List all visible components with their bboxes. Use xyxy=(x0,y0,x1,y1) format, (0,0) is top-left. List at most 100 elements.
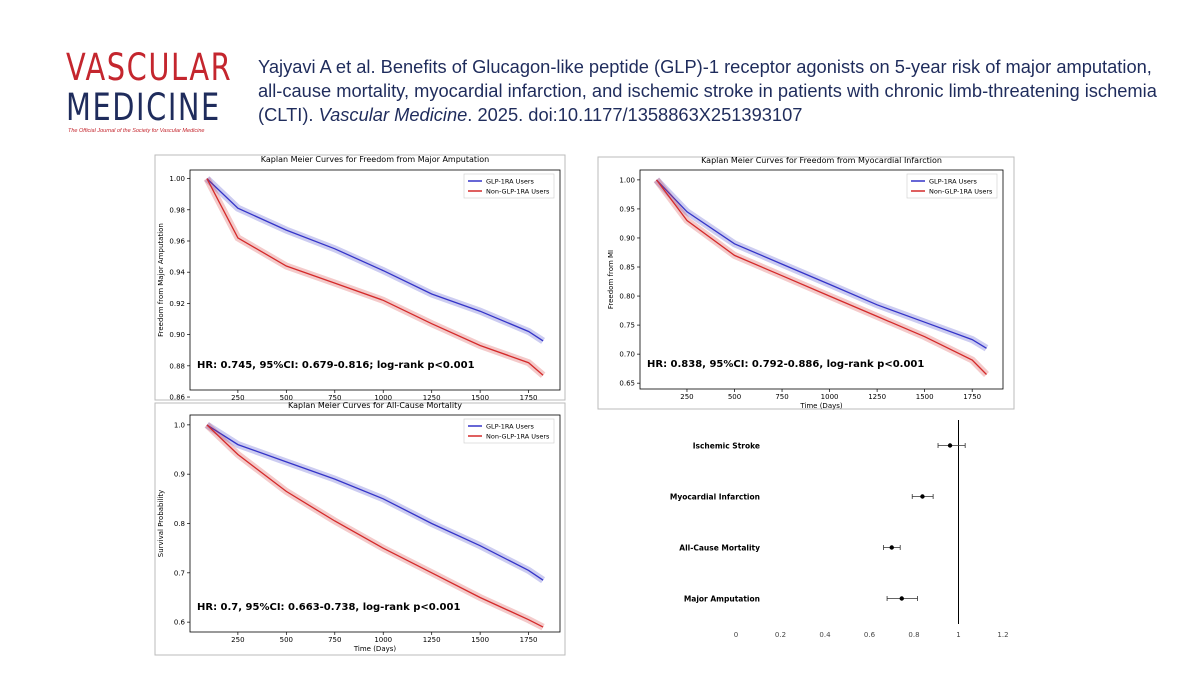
category-label: Ischemic Stroke xyxy=(693,442,760,451)
chart-title: Kaplan Meier Curves for All-Cause Mortal… xyxy=(288,401,462,410)
y-tick-label: 0.80 xyxy=(619,293,635,301)
y-tick-label: 0.9 xyxy=(174,471,185,479)
annotation: HR: 0.7, 95%CI: 0.663-0.738, log-rank p<… xyxy=(197,602,460,613)
point-estimate xyxy=(920,494,925,499)
logo-tagline: The Official Journal of the Society for … xyxy=(68,128,205,134)
y-tick-label: 1.0 xyxy=(174,421,185,429)
x-tick-label: 0.8 xyxy=(908,631,919,639)
x-tick-label: 1750 xyxy=(520,636,538,644)
x-tick-label: 1750 xyxy=(520,394,538,402)
survival-line xyxy=(206,178,544,376)
legend-label: GLP-1RA Users xyxy=(929,178,977,186)
survival-line xyxy=(656,179,987,349)
legend-label: Non-GLP-1RA Users xyxy=(486,433,550,441)
journal-name: Vascular Medicine xyxy=(318,104,468,125)
y-tick-label: 0.86 xyxy=(169,394,185,402)
y-tick-label: 0.70 xyxy=(619,351,635,359)
x-tick-label: 500 xyxy=(280,394,293,402)
legend-box xyxy=(906,173,998,199)
x-tick-label: 1000 xyxy=(821,393,839,401)
y-axis-label: Survival Probability xyxy=(157,490,165,557)
legend-label: GLP-1RA Users xyxy=(486,178,534,186)
x-tick-label: 500 xyxy=(280,636,293,644)
y-tick-label: 0.7 xyxy=(174,569,185,577)
survival-line xyxy=(206,424,544,581)
y-tick-label: 0.95 xyxy=(619,205,635,213)
y-tick-label: 0.8 xyxy=(174,520,185,528)
x-tick-label: 1000 xyxy=(374,394,392,402)
point-estimate xyxy=(899,596,904,601)
x-tick-label: 1250 xyxy=(423,394,441,402)
x-tick-label: 500 xyxy=(728,393,741,401)
survival-band xyxy=(203,176,546,378)
legend-label: GLP-1RA Users xyxy=(486,423,534,431)
plot-area xyxy=(639,169,1004,390)
legend-label: Non-GLP-1RA Users xyxy=(486,188,550,196)
point-estimate xyxy=(947,443,953,448)
x-tick-label: 0.2 xyxy=(775,631,786,639)
x-tick-label: 750 xyxy=(328,636,341,644)
x-tick-label: 1250 xyxy=(868,393,886,401)
citation: Yajyavi A et al. Benefits of Glucagon-li… xyxy=(258,55,1173,127)
y-axis-label: Freedom from Major Amputation xyxy=(157,223,165,337)
chart-title: Kaplan Meier Curves for Freedom from Myo… xyxy=(701,156,942,165)
x-axis-label: Time (Days) xyxy=(353,645,397,653)
legend-box xyxy=(463,173,555,199)
survival-line xyxy=(206,178,544,342)
y-tick-label: 0.6 xyxy=(174,619,186,627)
x-tick-label: 250 xyxy=(231,394,244,402)
y-axis-label: Freedom from MI xyxy=(607,250,615,309)
x-tick-label: 0.4 xyxy=(819,631,831,639)
survival-band xyxy=(205,421,546,584)
x-tick-label: 250 xyxy=(231,636,244,644)
y-tick-label: 0.88 xyxy=(169,362,185,370)
y-tick-label: 0.85 xyxy=(619,264,635,272)
x-tick-label: 1 xyxy=(956,631,960,639)
survival-band xyxy=(653,177,989,352)
category-label: Myocardial Infarction xyxy=(670,493,760,502)
y-tick-label: 1.00 xyxy=(619,176,635,184)
y-tick-label: 0.96 xyxy=(169,237,185,245)
logo-line: VASCULAR xyxy=(66,46,233,89)
category-label: Major Amputation xyxy=(684,595,760,604)
x-tick-label: 0.6 xyxy=(864,631,876,639)
legend-box xyxy=(463,418,555,444)
x-axis-label: Time (Days) xyxy=(799,402,843,410)
x-tick-label: 1500 xyxy=(471,394,489,402)
panel-frame xyxy=(154,154,566,401)
y-tick-label: 0.75 xyxy=(619,322,635,330)
x-tick-label: 1750 xyxy=(963,393,981,401)
x-tick-label: 1.2 xyxy=(997,631,1008,639)
plot-area xyxy=(189,169,561,391)
y-tick-label: 0.94 xyxy=(169,269,185,277)
survival-line xyxy=(655,179,987,375)
y-tick-label: 0.92 xyxy=(169,300,185,308)
y-tick-label: 0.65 xyxy=(619,380,635,388)
x-tick-label: 1500 xyxy=(916,393,934,401)
x-tick-label: 750 xyxy=(775,393,788,401)
point-estimate xyxy=(889,545,894,550)
survival-line xyxy=(206,424,544,628)
annotation: HR: 0.838, 95%CI: 0.792-0.886, log-rank … xyxy=(647,359,924,370)
y-tick-label: 0.90 xyxy=(619,234,635,242)
x-tick-label: 1250 xyxy=(423,636,441,644)
annotation: HR: 0.745, 95%CI: 0.679-0.816; log-rank … xyxy=(197,360,475,371)
x-tick-label: 1000 xyxy=(374,636,392,644)
y-tick-label: 1.00 xyxy=(169,175,185,183)
y-tick-label: 0.90 xyxy=(169,331,185,339)
x-tick-label: 250 xyxy=(680,393,693,401)
category-label: All-Cause Mortality xyxy=(679,544,760,553)
x-tick-label: 0 xyxy=(734,631,738,639)
panel-frame xyxy=(597,156,1015,410)
logo-line: MEDICINE xyxy=(66,86,221,129)
citation-text: . 2025. doi:10.1177/1358863X251393107 xyxy=(467,104,803,125)
x-tick-label: 750 xyxy=(328,394,341,402)
chart-title: Kaplan Meier Curves for Freedom from Maj… xyxy=(261,155,489,164)
x-tick-label: 1500 xyxy=(471,636,489,644)
citation-text: Yajyavi A et al. Benefits of Glucagon-li… xyxy=(258,56,1157,125)
legend-label: Non-GLP-1RA Users xyxy=(929,188,993,196)
y-tick-label: 0.98 xyxy=(169,206,185,214)
panel-frame xyxy=(154,402,566,656)
